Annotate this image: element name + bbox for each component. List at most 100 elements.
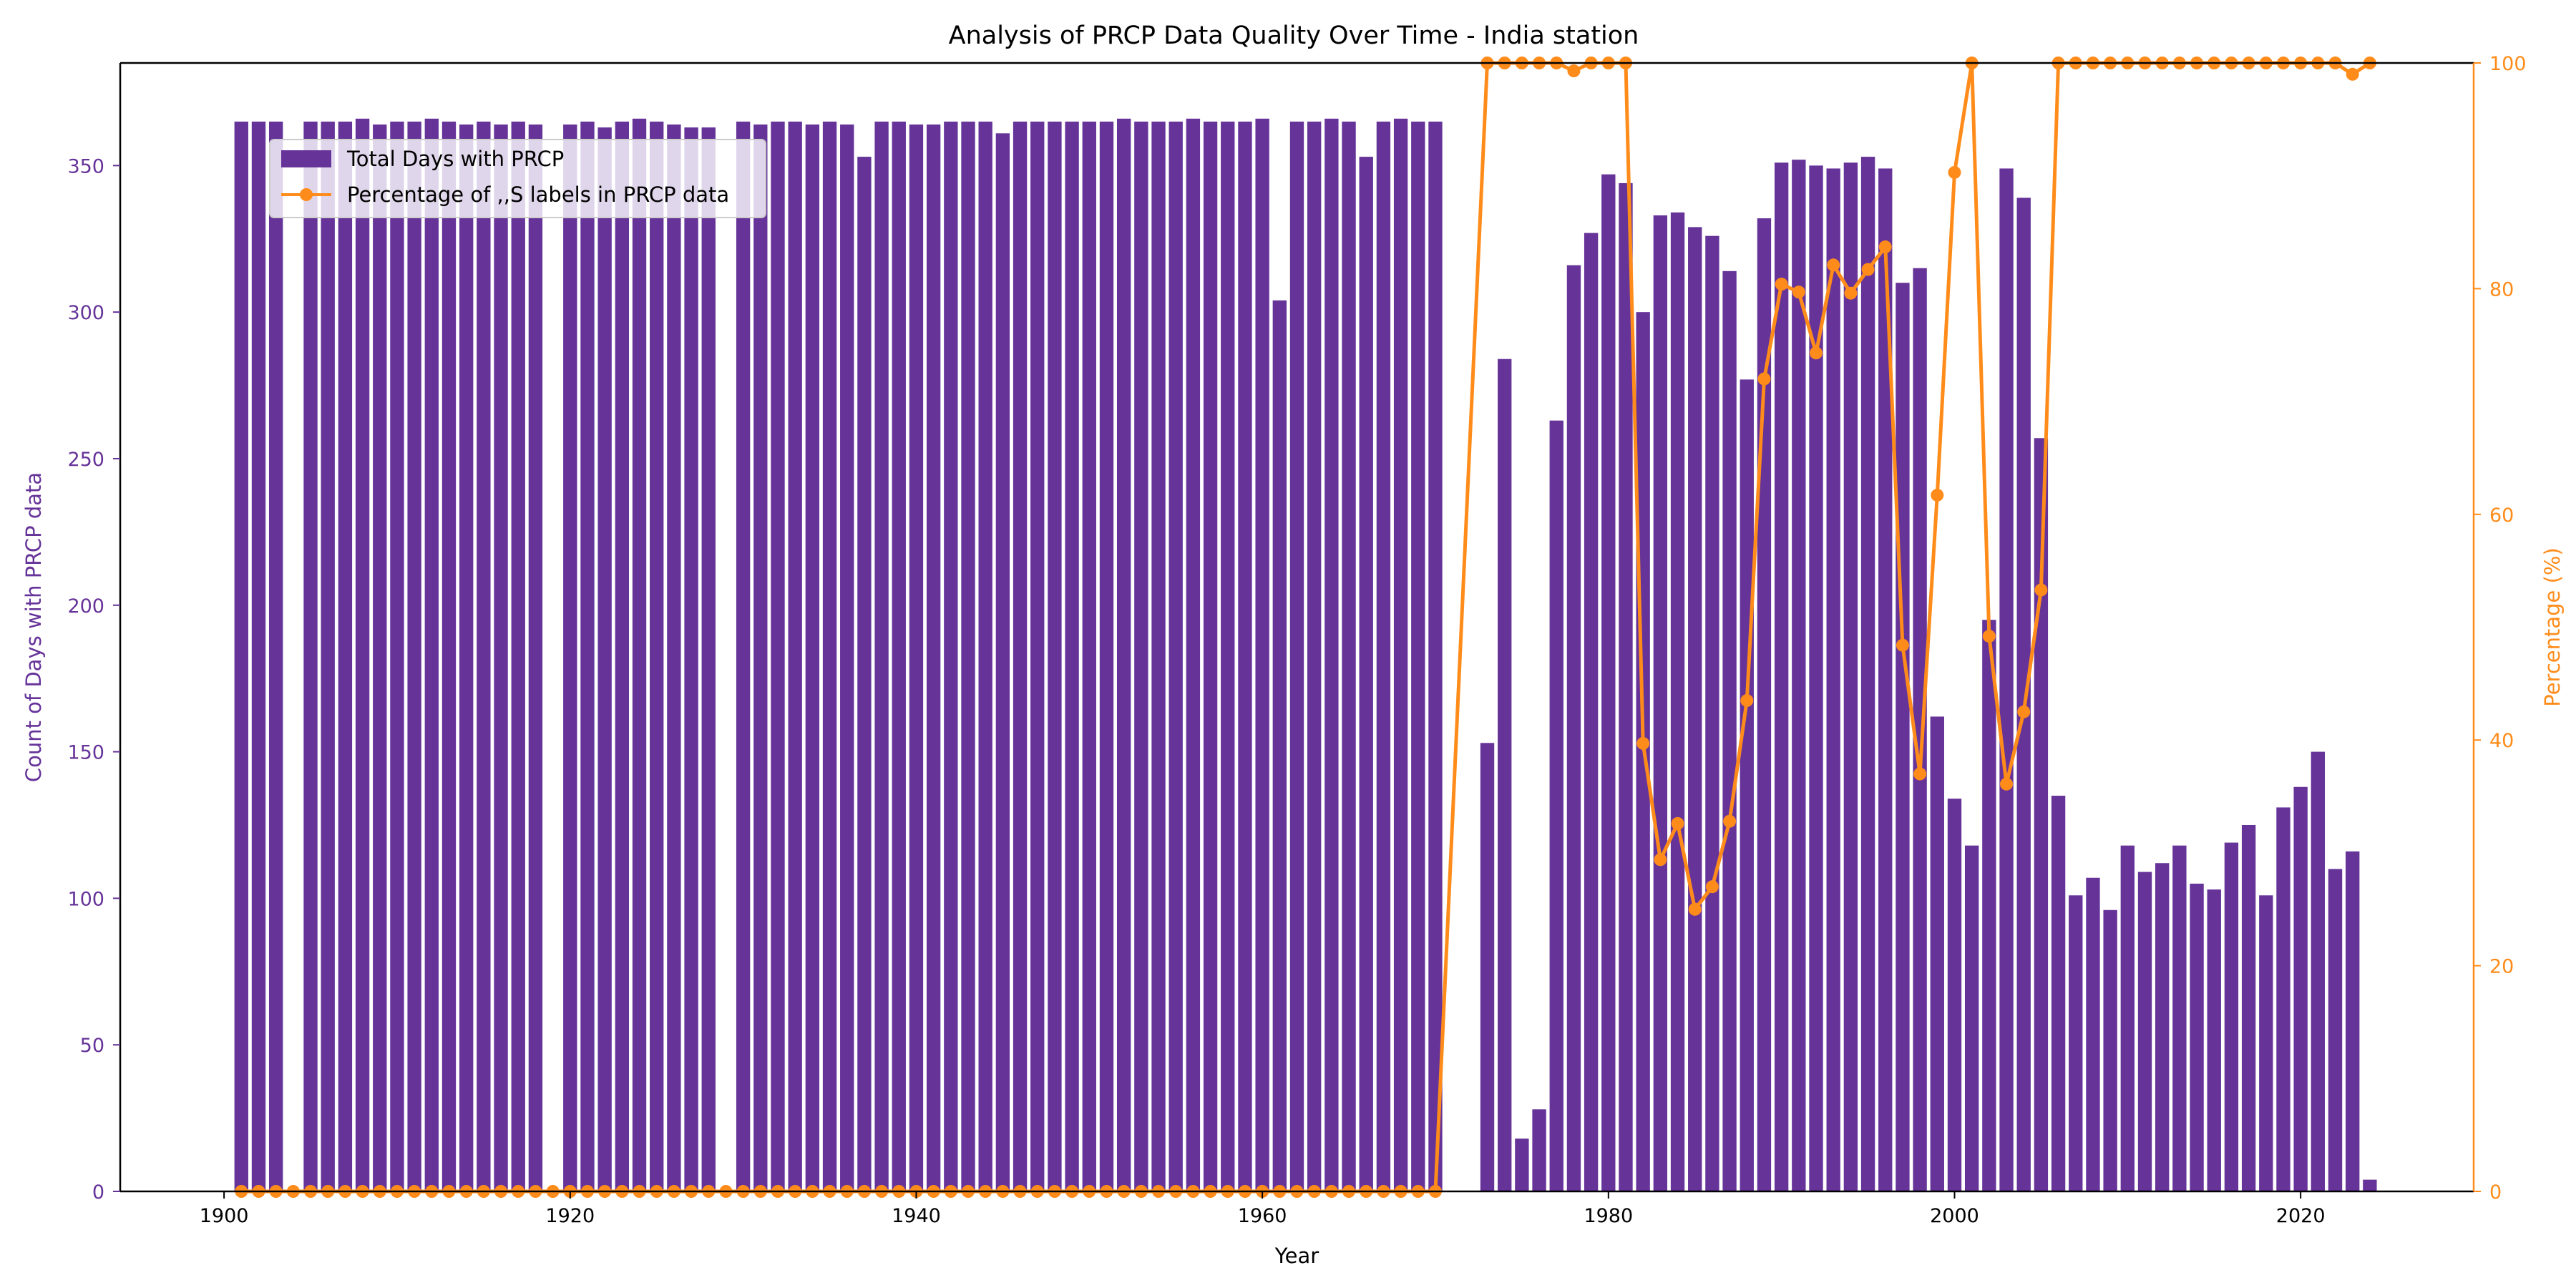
bar-1992 bbox=[1809, 165, 1823, 1191]
bar-1909 bbox=[373, 125, 387, 1191]
y-left-tick-label-150: 150 bbox=[67, 742, 104, 764]
bar-1988 bbox=[1740, 379, 1754, 1192]
bar-1976 bbox=[1532, 1109, 1546, 1191]
bar-1917 bbox=[511, 121, 525, 1191]
y-right-tick-label-80: 80 bbox=[2489, 278, 2514, 301]
bar-1911 bbox=[407, 121, 421, 1191]
line-point-2004 bbox=[2017, 705, 2031, 718]
x-axis-title: Year bbox=[1274, 1244, 1319, 1268]
bar-1928 bbox=[701, 127, 716, 1192]
bar-2009 bbox=[2103, 909, 2117, 1191]
bar-1939 bbox=[892, 121, 906, 1191]
bar-1921 bbox=[580, 121, 595, 1191]
bar-1986 bbox=[1705, 235, 1719, 1191]
bar-1935 bbox=[822, 121, 837, 1191]
bar-2022 bbox=[2328, 869, 2343, 1191]
y-right-tick-label-20: 20 bbox=[2489, 956, 2514, 978]
bar-1926 bbox=[667, 125, 681, 1191]
bar-1927 bbox=[684, 127, 698, 1192]
bar-1901 bbox=[234, 121, 248, 1191]
bar-1985 bbox=[1688, 227, 1702, 1191]
legend-swatch-bars bbox=[281, 150, 331, 167]
y-left-tick-label-0: 0 bbox=[92, 1181, 104, 1204]
bar-1902 bbox=[251, 121, 266, 1191]
x-tick-label-1960: 1960 bbox=[1238, 1205, 1287, 1227]
bars-layer bbox=[234, 118, 2377, 1192]
bar-1958 bbox=[1221, 121, 1235, 1191]
bar-1942 bbox=[944, 121, 958, 1191]
bar-1916 bbox=[494, 125, 508, 1191]
y-left-axis-title: Count of Days with PRCP data bbox=[21, 472, 46, 782]
line-point-1997 bbox=[1896, 638, 1909, 652]
bar-1989 bbox=[1757, 218, 1772, 1191]
bar-1964 bbox=[1324, 118, 1339, 1192]
bar-1934 bbox=[805, 125, 820, 1191]
bar-2019 bbox=[2276, 807, 2290, 1191]
bar-1912 bbox=[424, 118, 439, 1192]
line-point-1993 bbox=[1827, 258, 1840, 272]
bar-2021 bbox=[2311, 751, 2326, 1191]
line-point-2005 bbox=[2034, 583, 2048, 597]
bar-1954 bbox=[1151, 121, 1166, 1191]
bar-1962 bbox=[1289, 121, 1304, 1191]
line-point-1991 bbox=[1792, 286, 1805, 299]
bar-2001 bbox=[1964, 845, 1979, 1191]
bar-1990 bbox=[1774, 162, 1789, 1191]
bar-1977 bbox=[1549, 420, 1563, 1192]
bar-1957 bbox=[1203, 121, 1218, 1191]
y-right-axis-title: Percentage (%) bbox=[2540, 547, 2565, 707]
line-point-1994 bbox=[1844, 286, 1858, 300]
bar-2017 bbox=[2241, 824, 2256, 1191]
bar-1975 bbox=[1515, 1138, 1529, 1191]
bar-1922 bbox=[597, 127, 612, 1192]
bar-1991 bbox=[1792, 160, 1806, 1192]
bar-1955 bbox=[1169, 121, 1183, 1191]
bar-1908 bbox=[355, 118, 370, 1192]
bar-2010 bbox=[2120, 845, 2135, 1191]
bar-1980 bbox=[1601, 174, 1616, 1191]
legend-box bbox=[269, 139, 766, 218]
bar-2013 bbox=[2172, 845, 2187, 1191]
y-right-tick-label-40: 40 bbox=[2489, 730, 2514, 752]
line-point-1986 bbox=[1705, 880, 1719, 894]
line-point-1990 bbox=[1775, 278, 1788, 291]
bar-1905 bbox=[303, 121, 318, 1191]
bar-1984 bbox=[1670, 212, 1685, 1191]
bar-1956 bbox=[1186, 118, 1201, 1192]
y-left-tick-label-350: 350 bbox=[67, 155, 104, 177]
line-point-2002 bbox=[1982, 630, 1996, 643]
line-point-1978 bbox=[1567, 64, 1581, 78]
line-point-1999 bbox=[1931, 488, 1944, 502]
bar-1936 bbox=[840, 125, 854, 1191]
bar-1932 bbox=[771, 121, 785, 1191]
line-point-1989 bbox=[1757, 372, 1771, 386]
x-tick-label-1980: 1980 bbox=[1584, 1205, 1633, 1227]
bar-1944 bbox=[978, 121, 992, 1191]
line-point-1998 bbox=[1913, 767, 1927, 781]
bar-2014 bbox=[2190, 883, 2204, 1191]
bar-1953 bbox=[1134, 121, 1148, 1191]
bar-1925 bbox=[650, 121, 664, 1191]
bar-1948 bbox=[1048, 121, 1062, 1191]
bar-1947 bbox=[1030, 121, 1045, 1191]
line-point-1983 bbox=[1654, 853, 1667, 867]
bar-2011 bbox=[2137, 872, 2152, 1191]
bar-1913 bbox=[441, 121, 457, 1191]
bar-2020 bbox=[2293, 786, 2308, 1191]
bar-1914 bbox=[459, 125, 474, 1191]
line-point-1992 bbox=[1810, 346, 1823, 360]
line-point-1985 bbox=[1688, 902, 1702, 916]
bar-2004 bbox=[2016, 197, 2031, 1191]
legend-swatch-marker bbox=[300, 188, 313, 201]
line-point-1982 bbox=[1636, 736, 1650, 750]
bar-1966 bbox=[1359, 157, 1373, 1191]
bar-1931 bbox=[753, 125, 768, 1191]
bar-1903 bbox=[268, 121, 283, 1191]
bar-1950 bbox=[1082, 121, 1096, 1191]
bar-1978 bbox=[1566, 265, 1581, 1192]
bar-1993 bbox=[1826, 168, 1840, 1192]
bar-1979 bbox=[1584, 233, 1599, 1192]
bar-1945 bbox=[995, 133, 1010, 1191]
